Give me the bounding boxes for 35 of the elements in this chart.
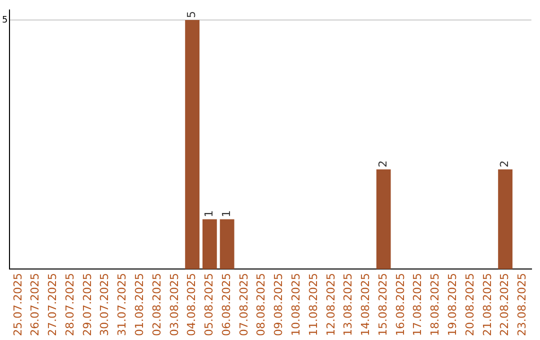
x-tick-label: 20.08.2025 <box>463 273 476 336</box>
data-label: 1 <box>202 210 216 218</box>
x-tick-label: 05.08.2025 <box>202 273 216 336</box>
x-tick-label: 14.08.2025 <box>359 273 372 336</box>
x-tick-label: 29.07.2025 <box>80 273 94 336</box>
x-tick-label: 26.07.2025 <box>28 273 42 336</box>
x-tick-label: 06.08.2025 <box>220 273 233 336</box>
x-tick-label: 21.08.2025 <box>480 273 494 336</box>
x-tick-label: 09.08.2025 <box>272 273 286 336</box>
x-tick-label: 22.08.2025 <box>498 273 512 336</box>
x-tick-label: 30.07.2025 <box>98 273 112 336</box>
x-tick-label: 02.08.2025 <box>150 273 164 336</box>
x-tick-label: 16.08.2025 <box>394 273 407 336</box>
x-tick-label: 17.08.2025 <box>411 273 424 336</box>
x-tick-label: 07.08.2025 <box>237 273 250 336</box>
x-tick-label: 28.07.2025 <box>63 273 76 336</box>
data-label: 1 <box>220 210 233 218</box>
x-tick-label: 19.08.2025 <box>446 273 459 336</box>
data-label: 2 <box>498 160 512 168</box>
x-tick-label: 15.08.2025 <box>376 273 390 336</box>
x-tick-label: 31.07.2025 <box>116 273 129 336</box>
data-label: 5 <box>185 10 198 18</box>
x-tick-label: 23.08.2025 <box>516 273 529 336</box>
x-tick-label: 08.08.2025 <box>254 273 268 336</box>
x-tick-label: 11.08.2025 <box>306 273 320 336</box>
x-tick-label: 03.08.2025 <box>168 273 181 336</box>
x-tick-label: 12.08.2025 <box>324 273 338 336</box>
x-tick-label: 01.08.2025 <box>132 273 146 336</box>
x-tick-label: 04.08.2025 <box>185 273 198 336</box>
x-tick-label: 13.08.2025 <box>342 273 355 336</box>
x-tick-label: 18.08.2025 <box>428 273 442 336</box>
data-label: 2 <box>376 160 390 168</box>
x-tick-label: 25.07.2025 <box>11 273 24 336</box>
x-tick-label: 10.08.2025 <box>289 273 302 336</box>
x-tick-label: 27.07.2025 <box>46 273 60 336</box>
